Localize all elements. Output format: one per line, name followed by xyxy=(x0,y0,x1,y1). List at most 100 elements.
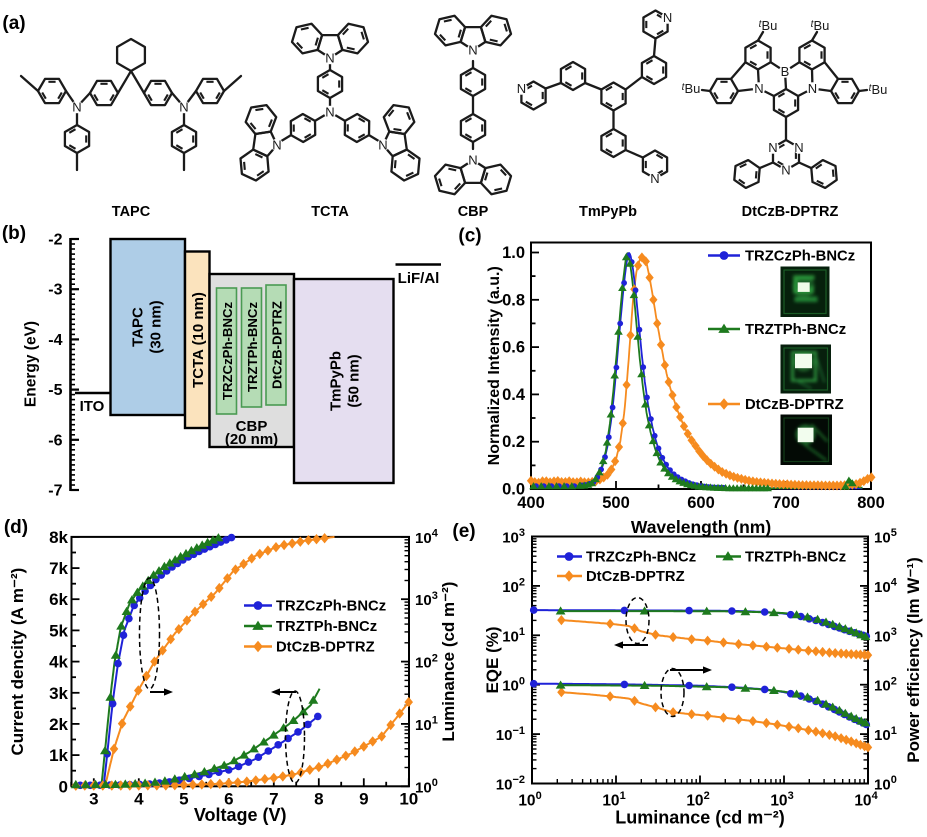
svg-text:N: N xyxy=(325,51,334,66)
svg-text:103: 103 xyxy=(502,527,525,546)
svg-text:tBu: tBu xyxy=(869,82,888,97)
svg-text:Wavelength (nm): Wavelength (nm) xyxy=(631,517,771,537)
svg-text:1k: 1k xyxy=(49,746,68,765)
svg-text:tBu: tBu xyxy=(759,18,778,33)
svg-text:DtCzB-DPTRZ: DtCzB-DPTRZ xyxy=(269,301,284,389)
svg-text:DtCzB-DPTRZ: DtCzB-DPTRZ xyxy=(745,397,844,413)
svg-text:(e): (e) xyxy=(452,521,475,542)
svg-text:N: N xyxy=(468,153,477,168)
svg-text:105: 105 xyxy=(874,527,897,546)
svg-text:N: N xyxy=(468,43,477,58)
svg-text:103: 103 xyxy=(874,626,897,645)
svg-text:(d): (d) xyxy=(4,517,28,538)
svg-text:102: 102 xyxy=(502,577,525,596)
svg-text:LiF/Al: LiF/Al xyxy=(398,270,440,287)
svg-text:Energy (eV): Energy (eV) xyxy=(23,321,40,407)
svg-text:4: 4 xyxy=(134,789,144,808)
svg-text:700: 700 xyxy=(772,494,800,512)
svg-text:DtCzB-DPTRZ: DtCzB-DPTRZ xyxy=(276,640,375,656)
svg-text:TCTA (10 nm): TCTA (10 nm) xyxy=(190,292,207,388)
svg-text:N: N xyxy=(272,138,281,153)
svg-text:7k: 7k xyxy=(49,559,68,578)
svg-text:N: N xyxy=(517,81,526,96)
svg-text:(20 nm): (20 nm) xyxy=(225,431,278,448)
svg-text:8k: 8k xyxy=(49,528,68,547)
svg-text:TRZTPh-BNCz: TRZTPh-BNCz xyxy=(245,302,260,393)
svg-text:104: 104 xyxy=(874,577,898,596)
svg-text:N: N xyxy=(768,140,777,155)
svg-text:Voltage (V): Voltage (V) xyxy=(194,805,287,825)
svg-text:CBP: CBP xyxy=(458,204,489,220)
svg-text:10−2: 10−2 xyxy=(496,774,525,793)
svg-text:0.2: 0.2 xyxy=(502,433,525,451)
svg-text:Current dencity (A m⁻²): Current dencity (A m⁻²) xyxy=(8,568,27,756)
svg-text:(a): (a) xyxy=(2,13,25,34)
svg-text:5: 5 xyxy=(179,789,188,808)
svg-text:101: 101 xyxy=(415,715,438,734)
svg-text:TRZCzPh-BNCz: TRZCzPh-BNCz xyxy=(586,550,696,566)
svg-text:Power efficiency (lm W⁻¹): Power efficiency (lm W⁻¹) xyxy=(904,557,923,762)
svg-text:N: N xyxy=(72,100,81,115)
svg-text:-7: -7 xyxy=(48,483,62,500)
svg-text:tBu: tBu xyxy=(682,81,701,96)
svg-text:100: 100 xyxy=(415,777,438,796)
svg-text:(b): (b) xyxy=(2,223,26,244)
svg-text:N: N xyxy=(781,163,790,178)
svg-text:103: 103 xyxy=(415,590,438,609)
svg-text:4k: 4k xyxy=(49,653,68,672)
svg-text:0.8: 0.8 xyxy=(502,291,525,309)
svg-text:100: 100 xyxy=(874,774,897,793)
svg-text:TRZTPh-BNCz: TRZTPh-BNCz xyxy=(745,322,846,338)
svg-text:3k: 3k xyxy=(49,684,68,703)
svg-text:-4: -4 xyxy=(48,332,62,349)
svg-text:EQE (%): EQE (%) xyxy=(483,626,502,693)
svg-text:(c): (c) xyxy=(458,226,481,247)
svg-text:(50 nm): (50 nm) xyxy=(345,354,362,407)
svg-text:0.6: 0.6 xyxy=(502,339,525,357)
svg-text:9: 9 xyxy=(359,789,368,808)
svg-text:8: 8 xyxy=(314,789,323,808)
svg-text:N: N xyxy=(378,138,387,153)
svg-text:N: N xyxy=(754,81,763,96)
svg-text:102: 102 xyxy=(874,675,897,694)
svg-text:TAPC: TAPC xyxy=(112,204,151,220)
svg-text:TRZCzPh-BNCz: TRZCzPh-BNCz xyxy=(276,599,386,615)
svg-text:TmPyPb: TmPyPb xyxy=(579,204,637,220)
svg-text:0.4: 0.4 xyxy=(502,386,526,404)
svg-text:N: N xyxy=(794,140,803,155)
svg-text:N: N xyxy=(663,10,672,25)
svg-text:10−1: 10−1 xyxy=(496,725,525,744)
svg-text:-3: -3 xyxy=(48,282,62,299)
svg-text:3: 3 xyxy=(89,789,98,808)
svg-text:TCTA: TCTA xyxy=(311,204,349,220)
svg-text:5k: 5k xyxy=(49,621,68,640)
svg-text:102: 102 xyxy=(415,652,438,671)
svg-text:800: 800 xyxy=(857,494,885,512)
svg-text:1.0: 1.0 xyxy=(502,244,525,262)
svg-text:TRZCzPh-BNCz: TRZCzPh-BNCz xyxy=(220,302,235,401)
svg-text:100: 100 xyxy=(502,675,525,694)
svg-text:(30 nm): (30 nm) xyxy=(147,300,164,353)
svg-text:100: 100 xyxy=(518,790,541,810)
svg-text:6k: 6k xyxy=(49,590,68,609)
svg-text:500: 500 xyxy=(602,494,630,512)
svg-text:N: N xyxy=(650,171,659,186)
svg-text:ITO: ITO xyxy=(80,398,105,415)
svg-text:0: 0 xyxy=(59,777,68,796)
svg-text:TAPC: TAPC xyxy=(129,307,146,347)
svg-text:101: 101 xyxy=(874,725,897,744)
svg-text:2k: 2k xyxy=(49,715,68,734)
svg-text:TmPyPb: TmPyPb xyxy=(327,351,344,411)
svg-text:-6: -6 xyxy=(48,432,62,449)
svg-text:0.0: 0.0 xyxy=(502,481,525,499)
svg-text:Luminance (cd m⁻²): Luminance (cd m⁻²) xyxy=(439,582,458,742)
svg-text:600: 600 xyxy=(687,494,715,512)
svg-text:TRZCzPh-BNCz: TRZCzPh-BNCz xyxy=(745,249,855,265)
svg-text:104: 104 xyxy=(415,528,439,547)
svg-text:Luminance (cd m⁻²): Luminance (cd m⁻²) xyxy=(615,808,785,828)
svg-text:tBu: tBu xyxy=(811,18,830,33)
svg-text:-2: -2 xyxy=(48,232,62,249)
svg-text:N: N xyxy=(808,81,817,96)
svg-text:DtCzB-DPTRZ: DtCzB-DPTRZ xyxy=(742,204,839,220)
svg-text:DtCzB-DPTRZ: DtCzB-DPTRZ xyxy=(586,569,685,585)
